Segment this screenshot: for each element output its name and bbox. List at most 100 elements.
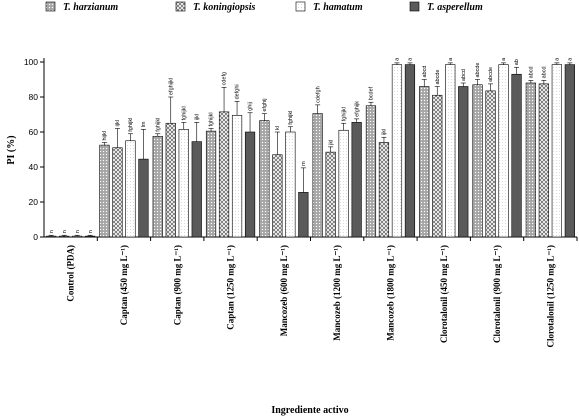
bar [231, 115, 243, 238]
bar [458, 86, 469, 238]
bar [564, 64, 575, 238]
bar [391, 64, 403, 238]
category-label: Clorotalonil (900 mg L⁻¹) [492, 245, 502, 343]
bar [432, 94, 443, 238]
legend-label: T. harzianum [63, 2, 118, 13]
y-tick-label: 40 [29, 162, 39, 172]
bar [538, 83, 549, 238]
significance-label: n [62, 230, 68, 233]
significance-label: m [301, 161, 307, 166]
y-tick-label: 20 [29, 197, 39, 207]
x-axis-label: Ingrediente activo [271, 405, 348, 416]
bar [551, 64, 562, 238]
bar [272, 154, 283, 238]
category-label: Captan (1250 mg L⁻¹) [226, 245, 236, 330]
bar [351, 122, 362, 238]
axes: 0 20 40 60 80 100 Control (PDA) Captan (450 mg … [24, 57, 578, 348]
significance-label: ijkl [115, 120, 121, 126]
legend-label: T. hamatum [313, 2, 363, 13]
bar [419, 86, 430, 238]
significance-label: fghijkl [128, 118, 134, 132]
bar [312, 113, 323, 238]
bar [445, 64, 456, 238]
bar [191, 141, 202, 238]
significance-label: abcd [422, 66, 428, 78]
y-tick-label: 100 [24, 57, 38, 67]
legend: T. harzianum T. koningiopsis T. hamatum T. … [45, 1, 483, 13]
bar [99, 144, 110, 238]
bar [72, 235, 83, 238]
significance-label: a [448, 57, 454, 61]
legend-label: T. koningiopsis [193, 2, 256, 13]
bar [152, 136, 163, 238]
significance-label: abcd [461, 69, 467, 81]
bar [165, 122, 176, 238]
y-tick-label: 60 [29, 127, 39, 137]
significance-label: ijkl [382, 129, 388, 135]
bar [259, 120, 270, 238]
bar [218, 111, 230, 238]
significance-label: abcd [541, 66, 547, 78]
significance-label: fghijkl [209, 112, 215, 126]
significance-label: a [395, 57, 401, 61]
significance-label: abcde [488, 67, 494, 82]
bar [404, 64, 416, 238]
bar [205, 130, 217, 238]
significance-label: abcd [528, 66, 534, 78]
significance-label: jkl [328, 140, 334, 146]
bar [298, 192, 309, 238]
significance-label: kl [275, 126, 281, 130]
significance-label: hijkl [102, 131, 108, 140]
legend-swatch [409, 1, 420, 12]
significance-label: efghijk [354, 101, 360, 117]
category-label: Captan (450 mg L⁻¹) [119, 245, 129, 325]
significance-label: a [408, 57, 414, 61]
category-label: Control (PDA) [66, 245, 76, 302]
significance-label: a [567, 57, 573, 61]
bar [511, 73, 522, 238]
legend-swatch [175, 1, 186, 12]
bar [178, 129, 189, 238]
significance-label: fghijkl [341, 107, 347, 121]
significance-label: n [75, 230, 81, 233]
category-label: Captan (900 mg L⁻¹) [172, 245, 182, 325]
significance-label: bcdef [369, 86, 375, 100]
category-label: Clorotalonil (450 mg L⁻¹) [439, 245, 449, 343]
significance-label: abcde [475, 63, 481, 78]
bar [244, 131, 256, 238]
bar [498, 64, 509, 238]
bar [59, 235, 70, 238]
bar [112, 147, 123, 238]
significance-label: efghijkl [168, 78, 174, 95]
bar [125, 140, 136, 238]
bar [285, 131, 296, 238]
y-tick-label: 80 [29, 92, 39, 102]
significance-label: efghij [262, 98, 268, 111]
significance-label: ghij [248, 102, 254, 111]
bar [338, 129, 349, 238]
significance-label: n [88, 230, 94, 233]
category-label: Mancozeb (600 mg L⁻¹) [279, 245, 289, 336]
bar [138, 158, 149, 238]
significance-label: cdefg [222, 72, 228, 85]
significance-label: fghijkl [181, 106, 187, 120]
bar [525, 82, 536, 238]
significance-label: fghijkl [288, 111, 294, 125]
significance-label: abcde [435, 70, 441, 85]
category-label: Mancozeb (1800 mg L⁻¹) [385, 245, 395, 341]
bar [85, 235, 96, 238]
significance-label: cdefgh [315, 86, 321, 103]
significance-label: ijkl [194, 114, 200, 120]
significance-label: a [501, 57, 507, 61]
significance-label: lm [141, 121, 147, 127]
legend-swatch [45, 1, 56, 12]
significance-label: defghi [235, 84, 241, 99]
significance-label: ab [514, 59, 520, 65]
bar [325, 151, 336, 238]
bar [46, 235, 57, 238]
legend-swatch [295, 1, 306, 12]
bar [365, 105, 377, 238]
significance-label: fghijkl [155, 118, 161, 132]
